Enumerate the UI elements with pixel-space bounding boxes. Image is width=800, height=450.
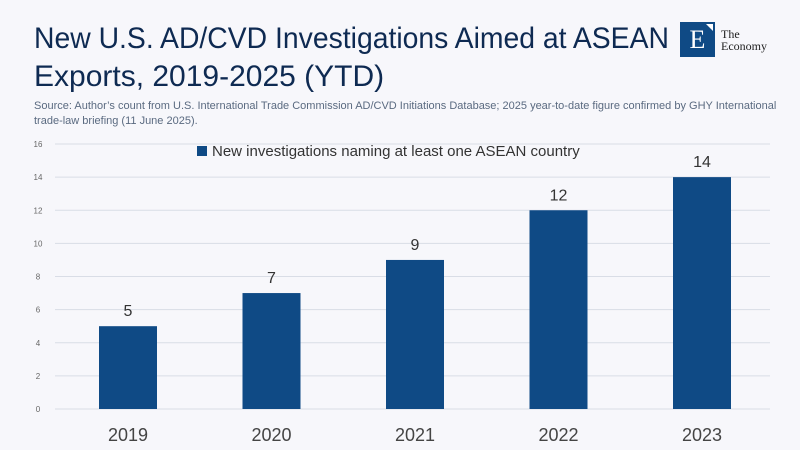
y-tick-label: 16 [34, 140, 43, 149]
y-tick-label: 12 [34, 206, 43, 215]
legend-label: New investigations naming at least one A… [212, 143, 580, 160]
logo-line-1: The [721, 26, 740, 41]
data-label: 12 [550, 187, 568, 204]
bar [99, 326, 157, 409]
title-line-2: Exports, 2019-2025 (YTD) [34, 60, 385, 93]
data-label: 7 [267, 270, 276, 287]
x-tick-label: 2020 [251, 425, 291, 445]
x-tick-label: 2021 [395, 425, 435, 445]
source-note: Source: Author’s count from U.S. Interna… [34, 100, 777, 127]
chart-title: New U.S. AD/CVD Investigations Aimed at … [34, 20, 669, 96]
title-line-1: New U.S. AD/CVD Investigations Aimed at … [34, 22, 669, 55]
y-tick-label: 2 [36, 372, 41, 381]
y-tick-label: 14 [34, 173, 43, 182]
bar [242, 293, 301, 409]
logo-line-2: Economy [721, 38, 767, 53]
y-tick-label: 0 [36, 405, 41, 414]
data-label: 14 [693, 154, 711, 171]
y-tick-label: 10 [34, 239, 43, 248]
bar [386, 259, 444, 409]
y-tick-label: 6 [36, 306, 41, 315]
x-tick-label: 2023 [682, 425, 722, 445]
bar [673, 177, 731, 409]
data-label: 5 [124, 303, 133, 320]
y-tick-label: 4 [36, 339, 41, 348]
logo-mark: E [680, 22, 715, 57]
y-tick-label: 8 [36, 273, 41, 282]
bar [529, 210, 588, 409]
x-tick-label: 2022 [538, 425, 578, 445]
legend-swatch [197, 146, 207, 156]
x-tick-label: 2019 [108, 425, 148, 445]
the-economy-logo: E The Economy [680, 22, 767, 57]
data-label: 9 [411, 237, 420, 254]
